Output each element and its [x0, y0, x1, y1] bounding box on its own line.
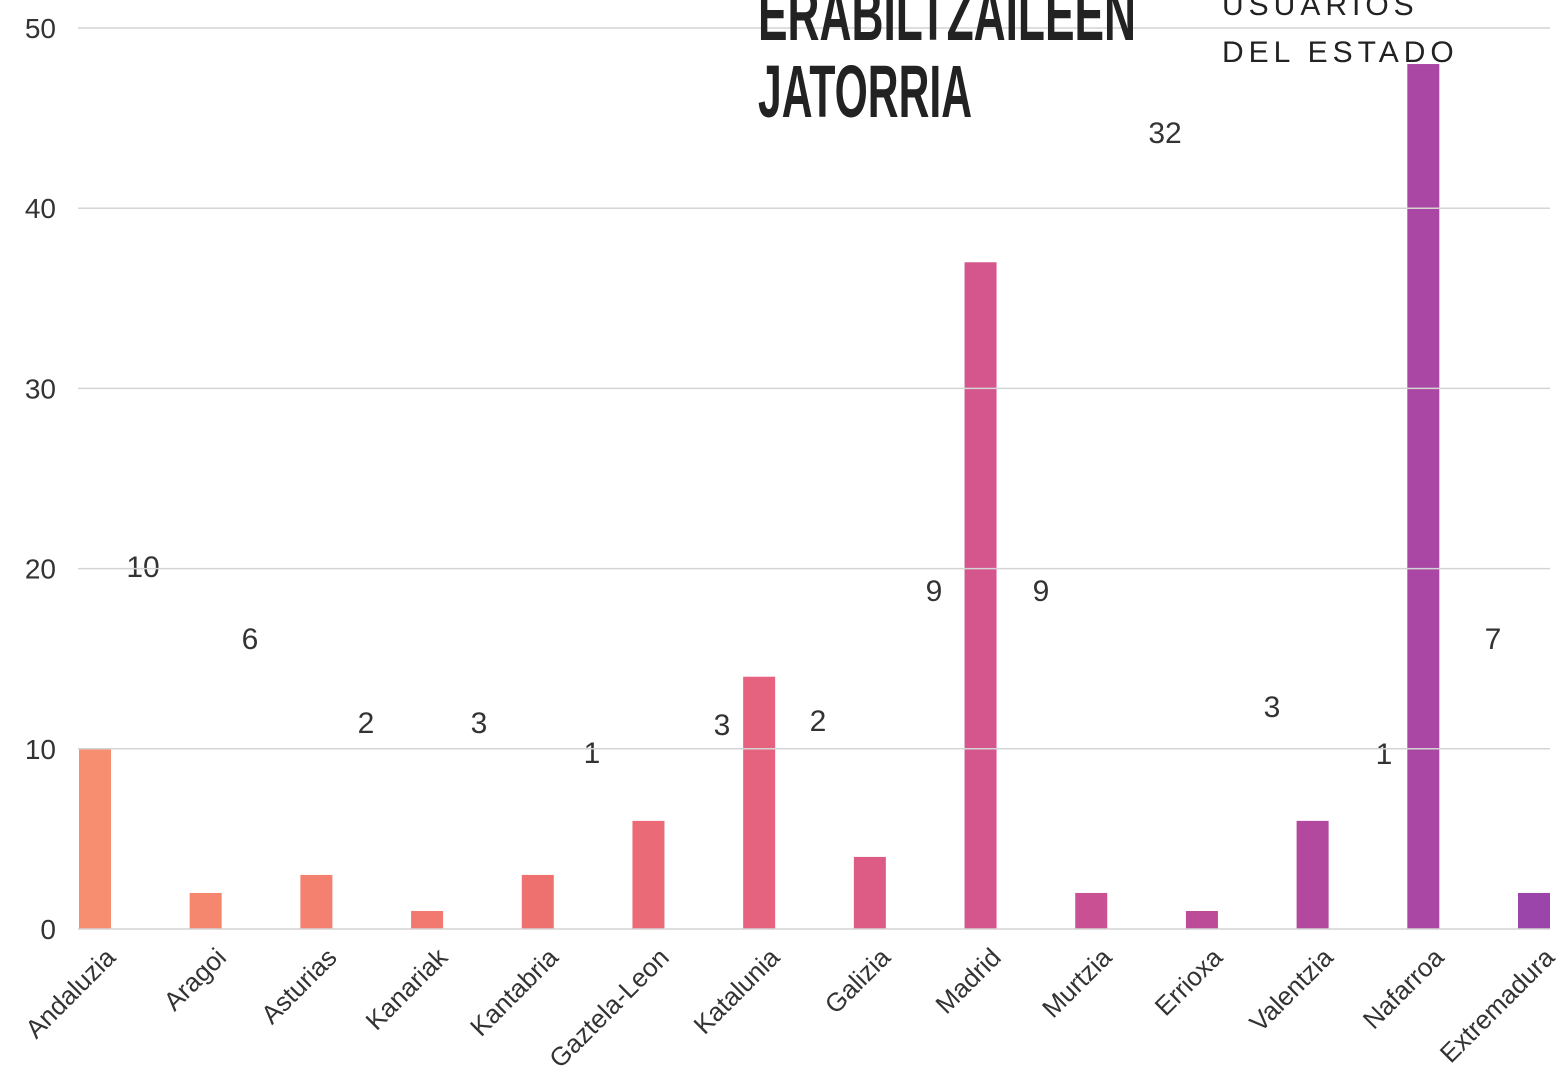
chart-title: ERABILTZAILEEN [758, 0, 1136, 56]
x-tick-label: Madrid [929, 942, 1006, 1019]
annotation: 1 [584, 737, 601, 770]
bar [632, 820, 665, 929]
annotation: 1 [1376, 738, 1393, 771]
x-tick-label: Extremadura [1434, 942, 1561, 1069]
chart-subtitle: USUARIOS [1222, 0, 1419, 22]
annotation: 6 [242, 623, 259, 656]
chart-subtitle: DEL ESTADO [1222, 36, 1459, 69]
x-tick-label: Galizia [819, 942, 897, 1020]
y-tick-label: 10 [25, 734, 56, 765]
annotation: 9 [1033, 575, 1050, 608]
x-tick-label: Kanariak [360, 941, 454, 1035]
y-tick-label: 0 [40, 914, 56, 945]
bar [853, 856, 886, 929]
bar [1518, 892, 1550, 929]
annotation: 7 [1485, 623, 1502, 656]
x-tick-label: Nafarroa [1357, 942, 1450, 1035]
y-tick-label: 50 [25, 13, 56, 44]
bar [521, 874, 554, 929]
bar [411, 910, 444, 929]
annotation: 3 [714, 709, 731, 742]
x-tick-label: Asturias [255, 942, 343, 1030]
bar [1407, 64, 1440, 930]
bar [964, 262, 997, 929]
bar [79, 748, 111, 929]
annotation: 32 [1148, 117, 1181, 150]
x-tick-label: Aragoi [158, 942, 232, 1016]
chart-title: JATORRIA [758, 50, 972, 133]
annotation: 3 [1264, 691, 1281, 724]
x-tick-label: Murtzia [1036, 942, 1118, 1024]
bar [743, 676, 776, 929]
annotation: 10 [126, 551, 159, 584]
y-tick-label: 20 [25, 554, 56, 585]
bar [1075, 892, 1108, 929]
bar [1296, 820, 1329, 929]
bar [189, 892, 222, 929]
y-tick-label: 30 [25, 373, 56, 404]
annotation: 9 [926, 575, 943, 608]
annotation: 2 [810, 705, 827, 738]
x-tick-label: Kantabria [464, 942, 564, 1042]
annotation: 3 [471, 707, 488, 740]
bar [1185, 910, 1218, 929]
x-tick-label: Gaztela-Leon [543, 942, 675, 1074]
annotation: 2 [358, 707, 375, 740]
x-tick-label: Errioxa [1149, 942, 1229, 1022]
bar [300, 874, 333, 929]
x-tick-label: Valentzia [1243, 942, 1339, 1038]
y-tick-label: 40 [25, 193, 56, 224]
x-tick-label: Katalunia [688, 942, 786, 1040]
x-tick-label: Andaluzia [19, 942, 121, 1044]
